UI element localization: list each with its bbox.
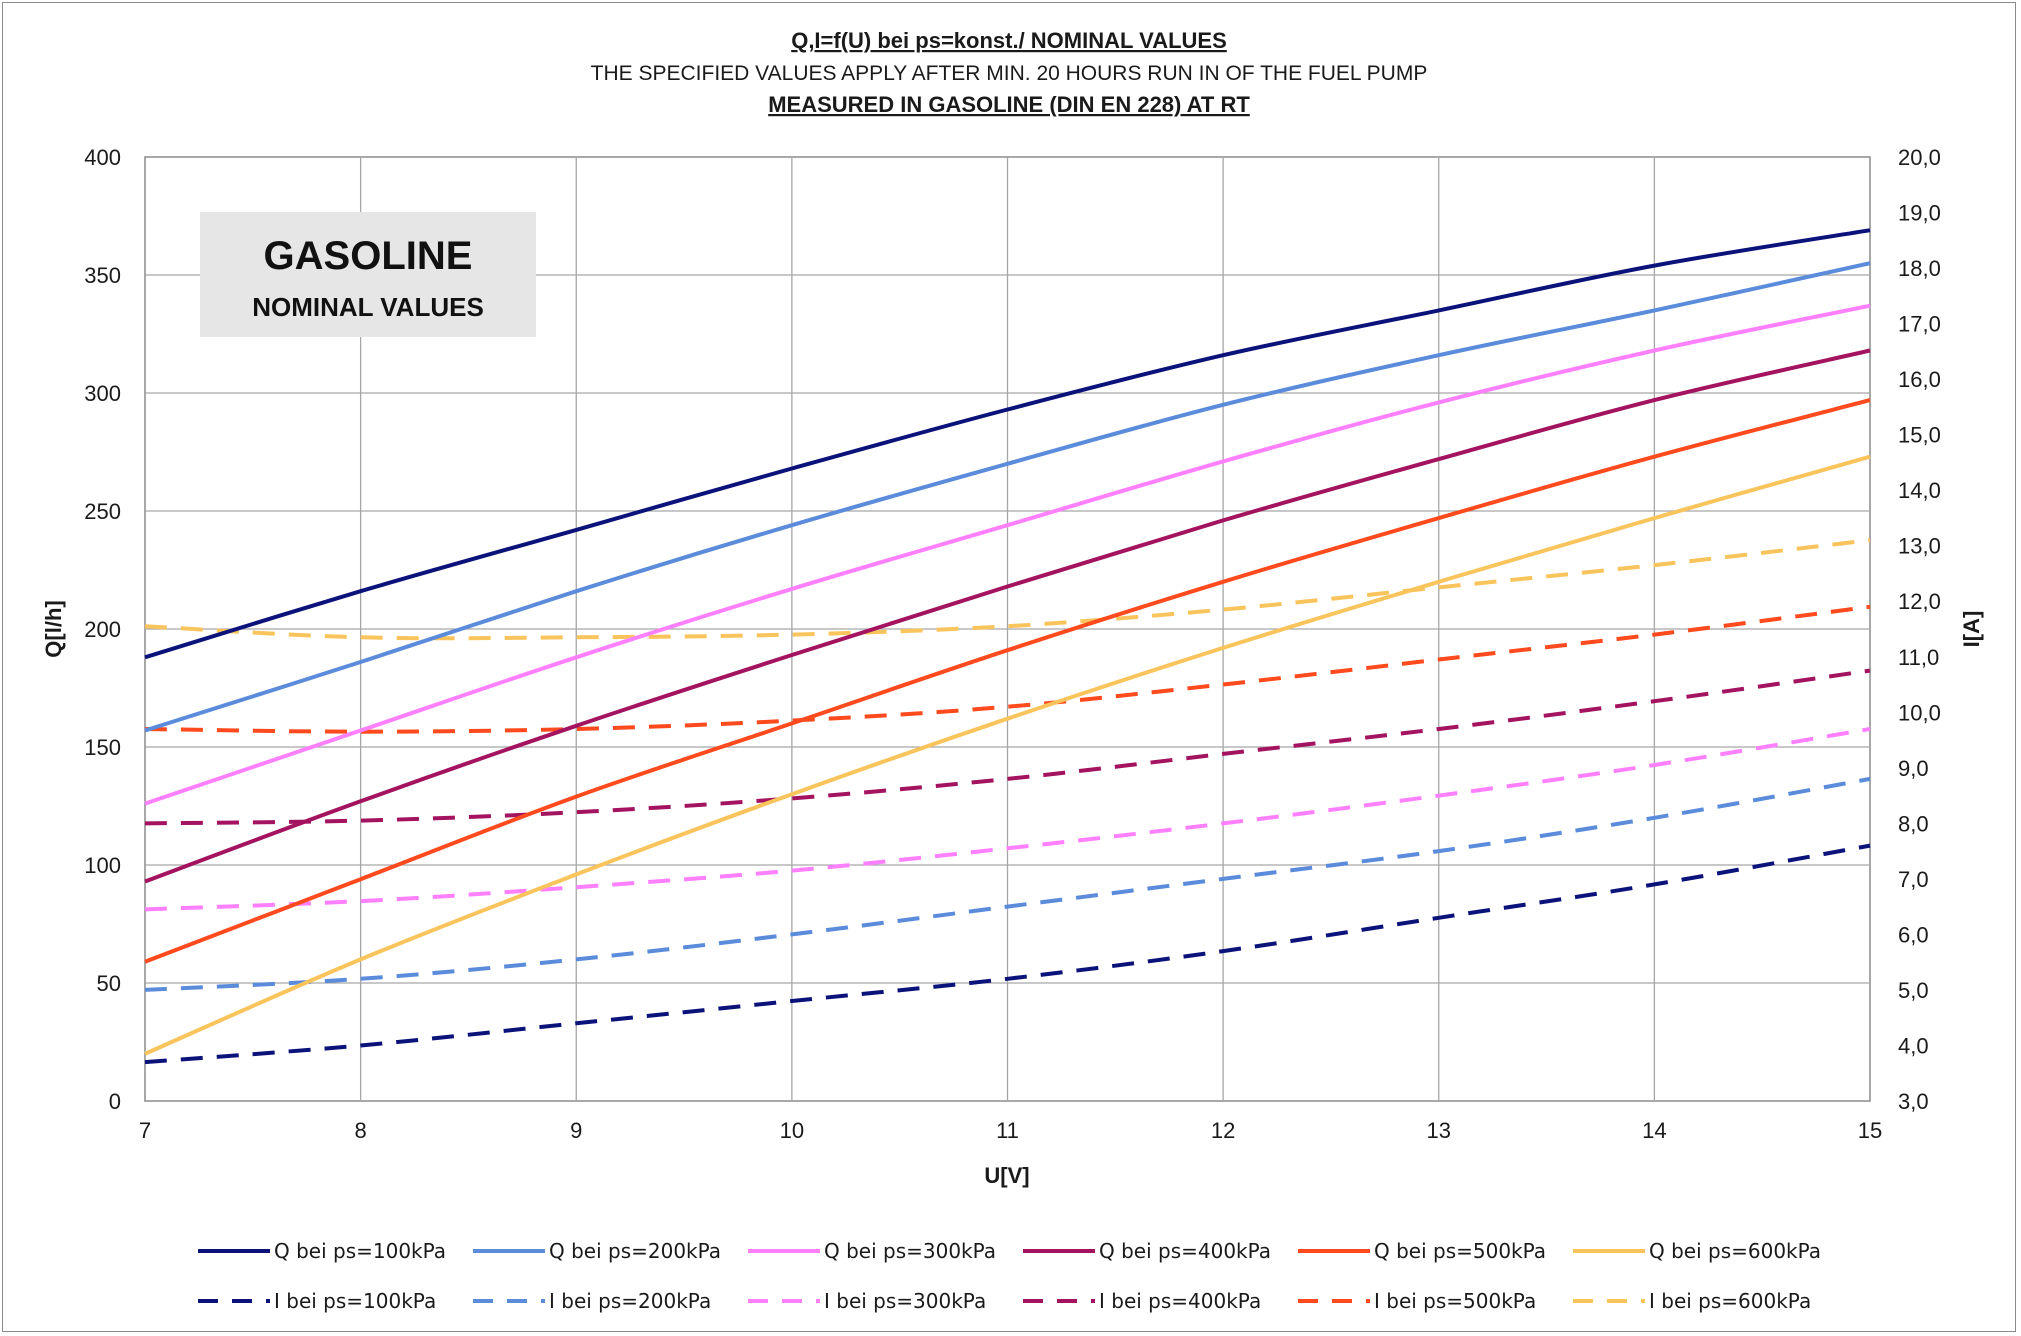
x-tick-label: 13 bbox=[1427, 1118, 1451, 1143]
legend-label: Q bei ps=500kPa bbox=[1374, 1239, 1546, 1263]
y-tick-label: 350 bbox=[84, 263, 121, 288]
legend-label: I bei ps=300kPa bbox=[824, 1289, 986, 1313]
x-tick-label: 7 bbox=[139, 1118, 151, 1143]
series-line-q-bei-ps-500kpa bbox=[144, 398, 1871, 964]
y2-tick-label: 9,0 bbox=[1898, 756, 1929, 781]
y2-tick-label: 20,0 bbox=[1898, 145, 1941, 170]
y2-tick-label: 10,0 bbox=[1898, 700, 1941, 725]
x-tick-label: 8 bbox=[355, 1118, 367, 1143]
y2-tick-label: 11,0 bbox=[1898, 645, 1939, 670]
chart-title: Q,I=f(U) bei ps=konst./ NOMINAL VALUES bbox=[791, 28, 1227, 53]
chart-subtitle-2: MEASURED IN GASOLINE (DIN EN 228) AT RT bbox=[768, 92, 1250, 117]
legend-label: I bei ps=100kPa bbox=[274, 1289, 436, 1313]
series-line-q-bei-ps-200kpa bbox=[144, 261, 1871, 733]
y-axis-label: Q[l/h] bbox=[41, 600, 66, 657]
legend-label: I bei ps=400kPa bbox=[1099, 1289, 1261, 1313]
x-axis-label: U[V] bbox=[984, 1163, 1029, 1188]
series-line-q-bei-ps-300kpa bbox=[144, 303, 1871, 806]
legend-label: I bei ps=600kPa bbox=[1649, 1289, 1811, 1313]
y2-tick-label: 16,0 bbox=[1898, 367, 1941, 392]
legend-label: Q bei ps=200kPa bbox=[549, 1239, 721, 1263]
x-tick-label: 15 bbox=[1858, 1118, 1882, 1143]
y-tick-label: 0 bbox=[109, 1089, 121, 1114]
y2-tick-label: 3,0 bbox=[1898, 1089, 1929, 1114]
x-tick-label: 11 bbox=[996, 1118, 1019, 1143]
legend: Q bei ps=100kPa Q bei ps=200kPa Q bei ps=3… bbox=[198, 1239, 1821, 1313]
y2-tick-label: 7,0 bbox=[1898, 867, 1929, 892]
y2-tick-label: 5,0 bbox=[1898, 978, 1929, 1003]
y-tick-label: 250 bbox=[84, 499, 121, 524]
y2-tick-label: 13,0 bbox=[1898, 534, 1941, 559]
series-line-i-bei-ps-200kpa bbox=[144, 776, 1871, 992]
legend-label: Q bei ps=100kPa bbox=[274, 1239, 446, 1263]
legend-label: Q bei ps=400kPa bbox=[1099, 1239, 1271, 1263]
legend-label: I bei ps=200kPa bbox=[549, 1289, 711, 1313]
data-series bbox=[144, 228, 1871, 1065]
y-tick-label: 150 bbox=[84, 735, 121, 760]
y2-tick-label: 12,0 bbox=[1898, 589, 1941, 614]
series-line-q-bei-ps-400kpa bbox=[144, 348, 1871, 884]
x-tick-label: 10 bbox=[780, 1118, 804, 1143]
y-tick-label: 200 bbox=[84, 617, 121, 642]
legend-label: Q bei ps=600kPa bbox=[1649, 1239, 1821, 1263]
legend-label: I bei ps=500kPa bbox=[1374, 1289, 1536, 1313]
chart-subtitle: THE SPECIFIED VALUES APPLY AFTER MIN. 20… bbox=[591, 62, 1428, 85]
y2-tick-label: 8,0 bbox=[1898, 811, 1929, 836]
series-line-i-bei-ps-500kpa bbox=[144, 604, 1871, 734]
x-tick-label: 9 bbox=[570, 1118, 582, 1143]
y-tick-label: 50 bbox=[97, 971, 121, 996]
y2-tick-label: 15,0 bbox=[1898, 423, 1941, 448]
y-tick-label: 400 bbox=[84, 145, 121, 170]
y2-tick-label: 19,0 bbox=[1898, 201, 1941, 226]
series-line-q-bei-ps-100kpa bbox=[144, 228, 1871, 660]
series-line-i-bei-ps-600kpa bbox=[144, 538, 1871, 641]
series-line-i-bei-ps-400kpa bbox=[144, 668, 1871, 826]
y2-axis-label: I[A] bbox=[1959, 611, 1984, 648]
y2-tick-label: 14,0 bbox=[1898, 478, 1941, 503]
chart: Q,I=f(U) bei ps=konst./ NOMINAL VALUES T… bbox=[41, 28, 1984, 1313]
y2-tick-label: 6,0 bbox=[1898, 922, 1929, 947]
y2-tick-labels: 3,0 4,0 5,0 6,0 7,0 8,0 9,0 10,0 11,0 12,0 13,0 14,… bbox=[1898, 145, 1941, 1114]
y-tick-labels: 0 50 100 150 200 250 300 350 400 bbox=[84, 145, 121, 1114]
x-tick-label: 12 bbox=[1211, 1118, 1235, 1143]
series-line-q-bei-ps-600kpa bbox=[144, 454, 1871, 1056]
y2-tick-label: 17,0 bbox=[1898, 312, 1941, 337]
y2-tick-label: 4,0 bbox=[1898, 1033, 1929, 1058]
y-tick-label: 100 bbox=[84, 853, 121, 878]
badge-title: GASOLINE bbox=[264, 234, 473, 278]
badge-subtitle: NOMINAL VALUES bbox=[252, 292, 484, 322]
series-line-i-bei-ps-300kpa bbox=[144, 727, 1871, 912]
series-line-i-bei-ps-100kpa bbox=[144, 843, 1871, 1065]
gasoline-badge bbox=[200, 212, 536, 337]
legend-label: Q bei ps=300kPa bbox=[824, 1239, 996, 1263]
x-tick-labels: 7 8 9 10 11 12 13 14 15 bbox=[139, 1118, 1882, 1143]
y-tick-label: 300 bbox=[84, 381, 121, 406]
x-tick-label: 14 bbox=[1642, 1118, 1666, 1143]
y2-tick-label: 18,0 bbox=[1898, 256, 1941, 281]
